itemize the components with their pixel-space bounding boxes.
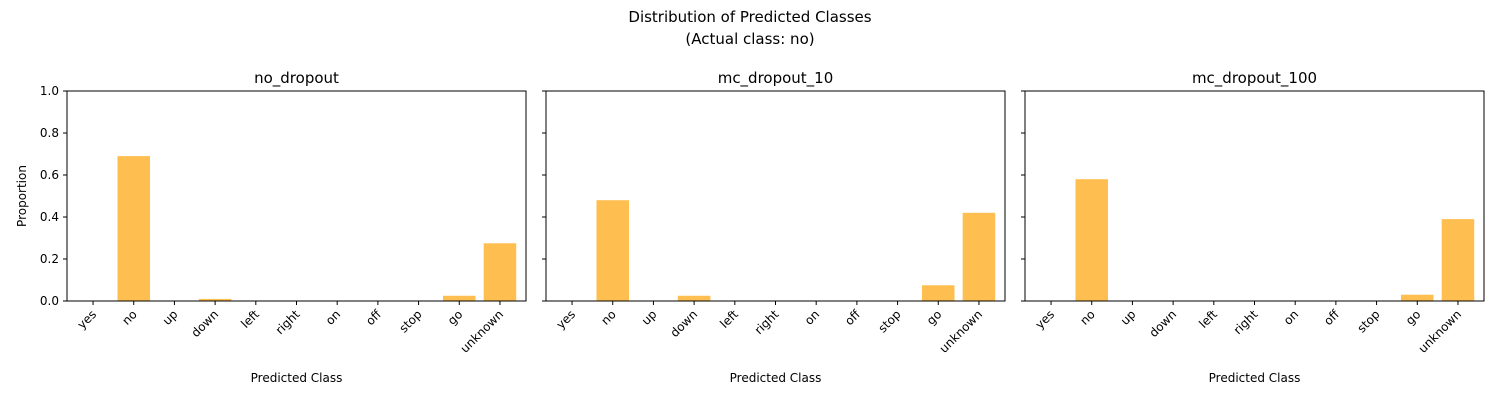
- x-tick-label: down: [667, 307, 700, 340]
- x-tick-label: down: [188, 307, 221, 340]
- x-tick-label: on: [323, 307, 343, 327]
- subplot-title: no_dropout: [254, 69, 339, 88]
- subplot-no_dropout: 0.0 0.2 0.4 0.6 0.8 1.0 yes no up down left right on…: [15, 69, 527, 385]
- x-tick-label: right: [752, 307, 782, 337]
- x-tick-label: left: [1196, 307, 1220, 331]
- bar-go: [1400, 294, 1434, 301]
- bar-no: [1075, 179, 1109, 301]
- y-tick-label: 1.0: [40, 84, 59, 98]
- x-tick-label: yes: [554, 307, 579, 332]
- bar-unknown: [962, 212, 996, 301]
- bar-no: [117, 156, 151, 301]
- bar-unknown: [483, 243, 517, 301]
- figure-title-line1: Distribution of Predicted Classes: [628, 8, 871, 26]
- y-tick-label: 0.8: [40, 126, 59, 140]
- x-tick-label: yes: [75, 307, 100, 332]
- x-tick-label: go: [924, 307, 944, 327]
- x-tick-label: down: [1146, 307, 1179, 340]
- x-tick-label: up: [160, 307, 181, 328]
- subplot-title: mc_dropout_10: [718, 69, 834, 88]
- x-tick-label: yes: [1033, 307, 1058, 332]
- x-tick-label: up: [1118, 307, 1139, 328]
- x-tick-label: go: [445, 307, 465, 327]
- y-axis-label: Proportion: [15, 165, 29, 227]
- bar-unknown: [1441, 219, 1475, 301]
- x-tick-label: right: [273, 307, 303, 337]
- bar-down: [198, 298, 232, 301]
- x-tick-label: off: [842, 307, 863, 328]
- bar-down: [677, 295, 711, 301]
- x-tick-label: no: [119, 307, 139, 327]
- x-tick-label: left: [717, 307, 741, 331]
- subplot-title: mc_dropout_100: [1192, 69, 1317, 88]
- bar-go: [921, 285, 955, 301]
- x-tick-label: right: [1231, 307, 1261, 337]
- x-tick-label: on: [1281, 307, 1301, 327]
- x-tick-label: no: [598, 307, 618, 327]
- x-tick-label: no: [1077, 307, 1097, 327]
- x-tick-label: stop: [396, 307, 424, 335]
- x-tick-label: off: [1321, 307, 1342, 328]
- x-tick-label: unknown: [458, 307, 506, 355]
- x-tick-label: left: [238, 307, 262, 331]
- x-tick-label: off: [363, 307, 384, 328]
- x-axis-label: Predicted Class: [730, 371, 822, 385]
- x-tick-label: stop: [875, 307, 903, 335]
- bar-no: [596, 200, 630, 301]
- x-tick-label: go: [1403, 307, 1423, 327]
- x-axis-label: Predicted Class: [1209, 371, 1301, 385]
- x-tick-label: up: [639, 307, 660, 328]
- y-tick-label: 0.0: [40, 294, 59, 308]
- figure-title-line2: (Actual class: no): [685, 30, 814, 48]
- y-tick-label: 0.6: [40, 168, 59, 182]
- x-tick-label: unknown: [1416, 307, 1464, 355]
- bar-go: [442, 295, 476, 301]
- x-tick-label: on: [802, 307, 822, 327]
- x-axis-label: Predicted Class: [251, 371, 343, 385]
- y-tick-label: 0.2: [40, 252, 59, 266]
- x-tick-label: stop: [1354, 307, 1382, 335]
- x-tick-label: unknown: [937, 307, 985, 355]
- y-tick-label: 0.4: [40, 210, 59, 224]
